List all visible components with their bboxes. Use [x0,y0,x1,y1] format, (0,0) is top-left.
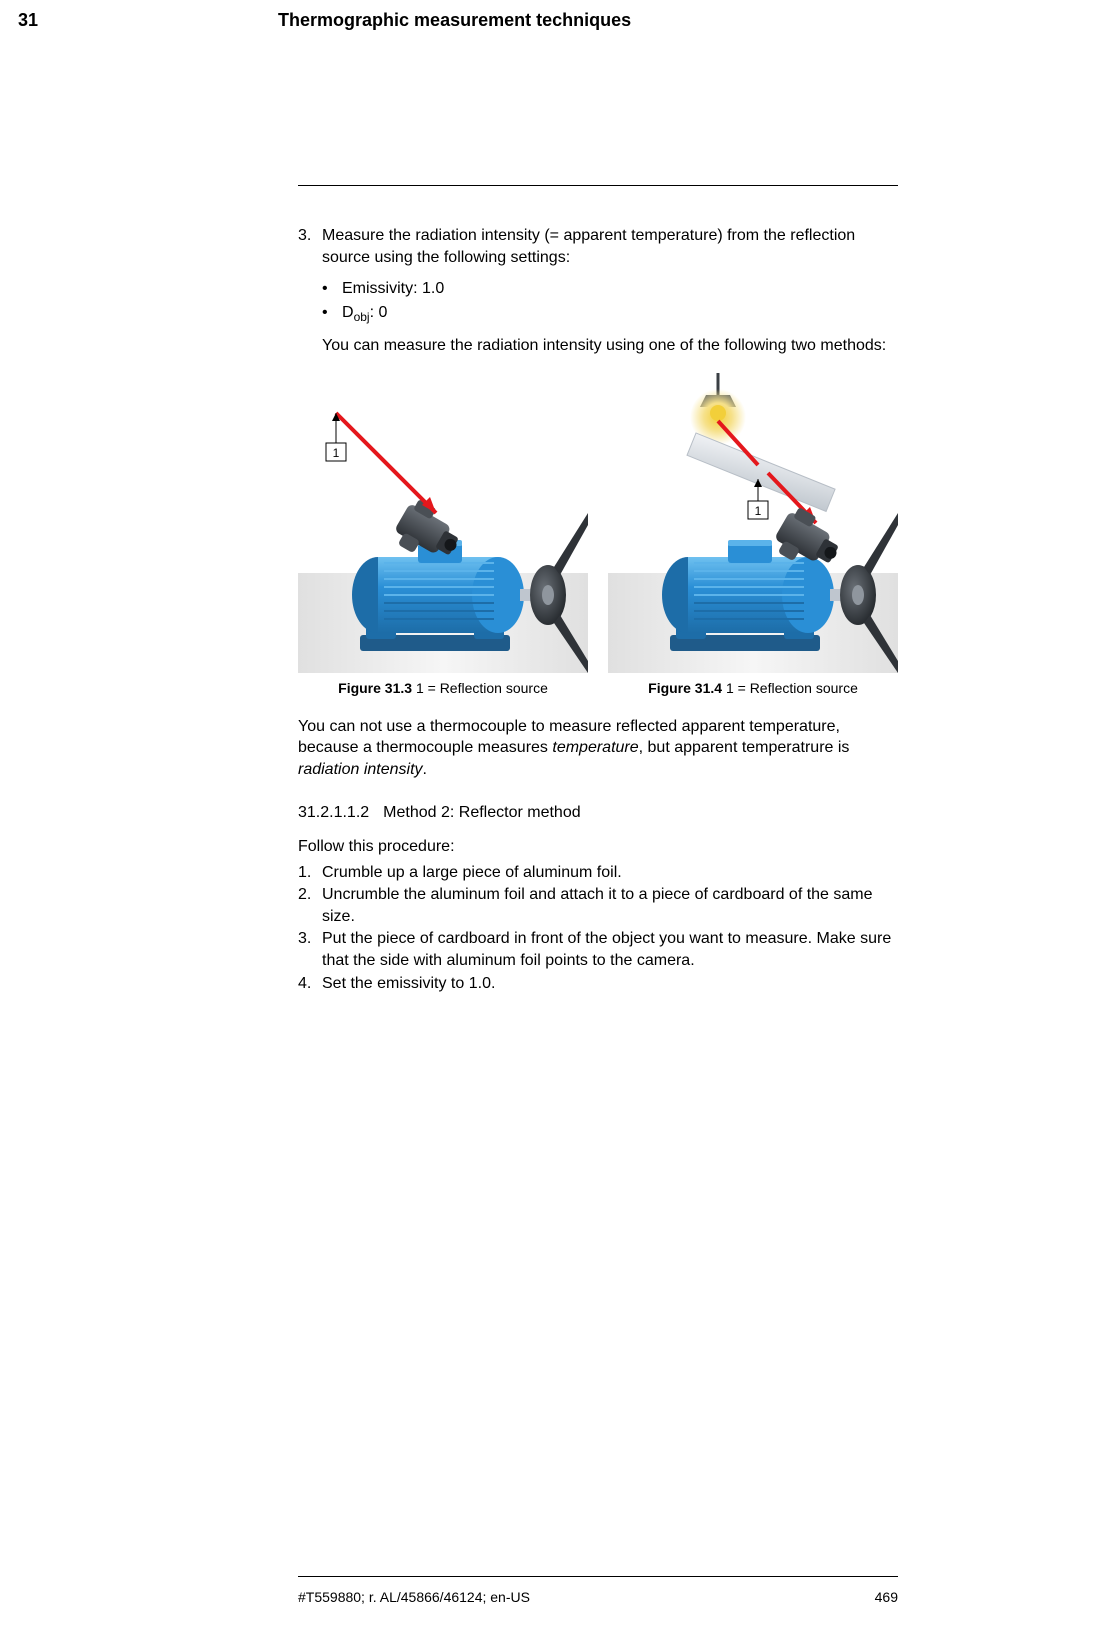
step-3: 3. Measure the radiation intensity (= ap… [298,225,898,268]
list-item: 1. Crumble up a large piece of aluminum … [298,862,898,884]
li-text: Uncrumble the aluminum foil and attach i… [322,884,898,927]
figures-row: 1 Figure 31.3 1 = Reflection source [298,373,898,698]
dobj-sub: obj [354,310,370,324]
bullet-mark: • [322,278,342,300]
figure-31-3-caption: Figure 31.3 1 = Reflection source [298,679,588,698]
li-text: Set the emissivity to 1.0. [322,973,898,995]
marker-1a: 1 [333,446,340,460]
thermocouple-note: You can not use a thermocouple to measur… [298,716,898,781]
figure-31-4: 1 Figure 31.4 1 = Reflection source [608,373,898,698]
figure-31-3: 1 Figure 31.3 1 = Reflection source [298,373,588,698]
footer: #T559880; r. AL/45866/46124; en-US 469 [298,1589,898,1605]
section-title: Method 2: Reflector method [383,804,580,821]
section-number: 31.2.1.1.2 [298,804,369,821]
bullet-emissivity-text: Emissivity: 1.0 [342,280,444,297]
li-text: Put the piece of cardboard in front of t… [322,928,898,971]
follow-procedure: Follow this procedure: [298,836,898,858]
li-num: 3. [298,928,322,950]
procedure-list: 1. Crumble up a large piece of aluminum … [298,862,898,995]
dobj-post: : 0 [370,304,388,321]
list-item: 2. Uncrumble the aluminum foil and attac… [298,884,898,927]
step-3-text: Measure the radiation intensity (= appar… [322,225,898,268]
section-heading: 31.2.1.1.2 Method 2: Reflector method [298,802,898,824]
figure-31-3-label: Figure 31.3 [338,680,412,696]
list-item: 4. Set the emissivity to 1.0. [298,973,898,995]
tc-mid: , but apparent temperatrure is [639,739,850,756]
figure-31-4-rest: 1 = Reflection source [722,680,858,696]
tc-em1: temperature [552,739,638,756]
method-note: You can measure the radiation intensity … [322,335,898,357]
figure-31-3-rest: 1 = Reflection source [412,680,548,696]
figure-31-4-caption: Figure 31.4 1 = Reflection source [608,679,898,698]
dobj-pre: D [342,304,354,321]
chapter-title: Thermographic measurement techniques [278,10,631,31]
tc-post: . [423,761,427,778]
bullet-mark: • [322,302,342,324]
settings-list: •Emissivity: 1.0 •Dobj: 0 [322,278,898,325]
page-number: 469 [875,1589,898,1605]
main-content: 3. Measure the radiation intensity (= ap… [298,225,898,995]
marker-1b: 1 [755,504,762,518]
figure-31-4-svg: 1 [608,373,898,673]
list-item: 3. Put the piece of cardboard in front o… [298,928,898,971]
li-num: 1. [298,862,322,884]
figure-31-4-label: Figure 31.4 [648,680,722,696]
doc-id: #T559880; r. AL/45866/46124; en-US [298,1589,530,1605]
step-3-number: 3. [298,225,322,247]
figure-31-3-svg: 1 [298,373,588,673]
bullet-emissivity: •Emissivity: 1.0 [322,278,898,300]
chapter-number: 31 [18,10,38,31]
rule-top [298,185,898,186]
tc-em2: radiation intensity [298,761,423,778]
bullet-dobj: •Dobj: 0 [322,302,898,325]
li-num: 4. [298,973,322,995]
li-text: Crumble up a large piece of aluminum foi… [322,862,898,884]
li-num: 2. [298,884,322,906]
rule-bottom [298,1576,898,1577]
